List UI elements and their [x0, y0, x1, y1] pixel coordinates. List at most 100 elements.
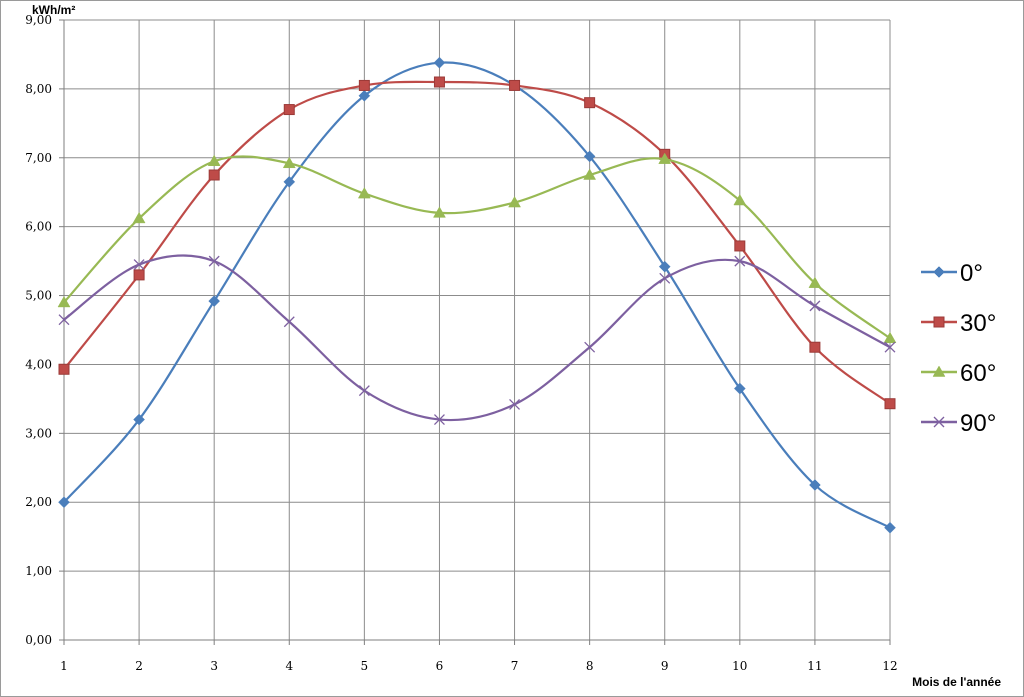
gridlines [64, 19, 891, 640]
data-point [358, 89, 371, 102]
y-tick-label: 3,00 [25, 426, 52, 440]
data-point [509, 79, 521, 91]
data-point [133, 269, 145, 281]
legend-label: 30° [960, 310, 996, 337]
y-tick-label: 8,00 [25, 82, 52, 96]
data-point [733, 193, 747, 206]
data-point [133, 413, 145, 426]
legend-label: 90° [960, 410, 996, 437]
cross-stroke [58, 314, 70, 326]
data-point [734, 255, 746, 267]
data-point [58, 363, 70, 375]
x-tick-label: 9 [661, 659, 669, 673]
y-tick-label: 7,00 [25, 151, 52, 165]
x-tick-label: 12 [882, 659, 897, 673]
cross-stroke [659, 272, 671, 284]
cross-stroke [283, 316, 295, 328]
data-point [734, 240, 746, 252]
data-point [283, 316, 295, 328]
data-point [584, 97, 596, 109]
data-point [433, 414, 445, 426]
data-point [433, 206, 446, 218]
series-layer [57, 56, 897, 534]
data-point [658, 260, 671, 273]
data-point [133, 259, 145, 271]
data-point [883, 331, 897, 344]
y-tick-label: 0,00 [25, 633, 52, 647]
data-point [208, 255, 220, 267]
data-point [733, 382, 746, 395]
legend-label: 60° [960, 360, 996, 387]
x-tick-label: 6 [436, 659, 444, 673]
data-point [208, 169, 220, 181]
data-point [357, 187, 371, 199]
legend-label: 0° [960, 260, 983, 287]
x-tick-label: 5 [361, 659, 369, 673]
legend-marker [933, 416, 945, 428]
series-0 [58, 56, 896, 534]
data-point [132, 211, 146, 224]
series-3 [58, 254, 896, 426]
x-tick-label: 8 [586, 659, 594, 673]
x-tick-label: 1 [60, 659, 68, 673]
legend-marker [933, 266, 945, 278]
legend: 0° 30° 60° 90° [921, 260, 996, 437]
series-line [63, 254, 891, 422]
data-point [58, 314, 70, 326]
cross-stroke [933, 416, 945, 428]
series-line [63, 61, 891, 529]
y-tick-label: 4,00 [25, 357, 52, 371]
data-point [584, 341, 596, 353]
series-line [63, 155, 891, 340]
cross-stroke [509, 398, 521, 410]
data-point [433, 76, 445, 88]
data-point [433, 56, 446, 69]
x-tick-label: 2 [135, 659, 143, 673]
data-point [358, 385, 370, 397]
cross-stroke [358, 385, 370, 397]
y-tick-label: 1,00 [25, 564, 52, 578]
data-point [809, 300, 821, 312]
cross-stroke [809, 300, 821, 312]
x-axis-label: Mois de l'année [912, 675, 1001, 689]
axes: 0,00 1,00 2,00 3,00 4,00 5,00 6,00 7,00 8,00 9,00… [25, 13, 897, 673]
legend-item-1: 30° [921, 310, 996, 337]
cross-stroke [208, 255, 220, 267]
legend-item-0: 0° [921, 260, 983, 287]
data-point [58, 496, 70, 509]
series-line [63, 80, 891, 405]
data-point [283, 176, 296, 188]
data-point [884, 341, 896, 353]
data-point [358, 79, 370, 91]
data-point [884, 521, 896, 534]
y-tick-label: 5,00 [25, 289, 52, 303]
legend-marker [932, 365, 946, 377]
y-axis-label: kWh/m² [32, 3, 75, 17]
cross-stroke [584, 341, 596, 353]
data-point [583, 168, 597, 180]
cross-stroke [433, 414, 445, 426]
legend-marker [933, 316, 945, 328]
data-point [208, 295, 221, 307]
data-point [808, 276, 822, 288]
data-point [282, 156, 296, 169]
x-tick-label: 3 [210, 659, 218, 673]
data-point [658, 152, 672, 164]
x-tick-label: 10 [732, 659, 747, 673]
data-point [508, 196, 521, 208]
y-tick-label: 9,00 [25, 13, 52, 27]
cross-stroke [133, 259, 145, 271]
data-point [509, 398, 521, 410]
data-point [207, 154, 221, 166]
data-point [57, 295, 71, 308]
y-tick-label: 6,00 [25, 220, 52, 234]
x-tick-label: 4 [285, 659, 293, 673]
y-tick-label: 2,00 [25, 495, 52, 509]
cross-stroke [884, 341, 896, 353]
cross-stroke [734, 255, 746, 267]
data-point [283, 104, 295, 116]
series-1 [58, 76, 896, 410]
x-tick-label: 7 [511, 659, 519, 673]
